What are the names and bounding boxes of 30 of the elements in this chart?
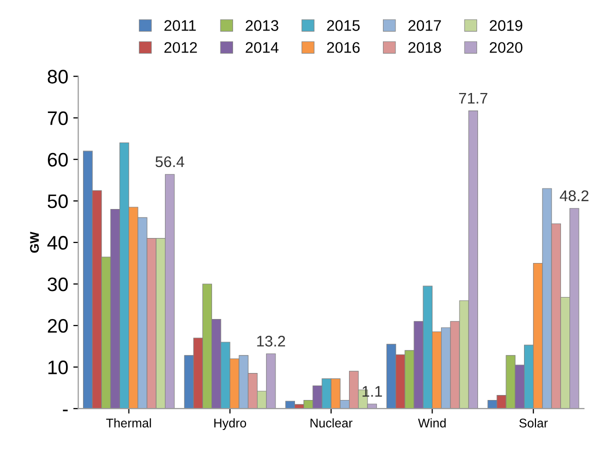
y-tick-label: - bbox=[62, 410, 68, 412]
y-tick-label: 70 bbox=[48, 111, 68, 126]
x-tick-label: Wind bbox=[418, 418, 446, 428]
y-tick-label: 10 bbox=[48, 360, 68, 374]
data-label: 56.4 bbox=[156, 156, 184, 168]
data-label: 71.7 bbox=[459, 92, 488, 104]
legend-label: 2020 bbox=[490, 42, 522, 53]
y-tick-label: 30 bbox=[48, 277, 68, 292]
legend-label: 2014 bbox=[246, 42, 279, 53]
data-label: 13.2 bbox=[257, 336, 286, 347]
legend-label: 2012 bbox=[164, 42, 197, 53]
legend-label: 2015 bbox=[327, 20, 360, 31]
y-tick-label: 60 bbox=[48, 152, 68, 167]
x-tick-label: Thermal bbox=[106, 418, 151, 428]
legend-label: 2017 bbox=[408, 20, 441, 31]
legend-label: 2019 bbox=[490, 20, 522, 31]
y-tick-label: 80 bbox=[48, 70, 68, 84]
y-tick-label: 40 bbox=[47, 236, 68, 250]
x-tick-label: Hydro bbox=[214, 418, 246, 430]
legend-label: 2016 bbox=[327, 42, 360, 53]
x-tick-label: Nuclear bbox=[310, 418, 352, 428]
y-axis-title: GW bbox=[30, 232, 39, 253]
legend-label: 2018 bbox=[408, 42, 441, 53]
x-tick-label: Solar bbox=[519, 418, 548, 428]
data-label: 1.1 bbox=[362, 386, 382, 397]
data-label: 48.2 bbox=[560, 190, 588, 202]
y-tick-label: 20 bbox=[48, 318, 68, 333]
legend-label: 2013 bbox=[246, 20, 278, 31]
y-tick-label: 50 bbox=[48, 194, 68, 208]
legend-label: 2011 bbox=[164, 20, 196, 31]
